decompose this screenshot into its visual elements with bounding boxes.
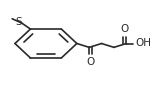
Text: S: S [15, 17, 22, 27]
Text: OH: OH [135, 39, 151, 48]
Text: O: O [87, 57, 95, 67]
Text: O: O [121, 24, 129, 34]
